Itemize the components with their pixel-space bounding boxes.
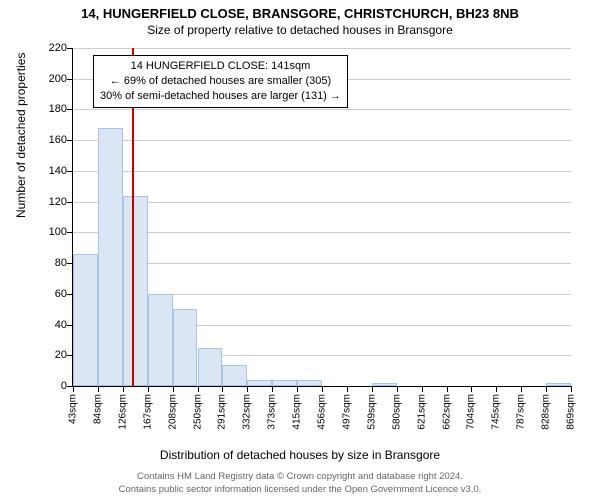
x-tick-label: 373sqm (267, 394, 278, 430)
x-tick (347, 386, 348, 392)
x-tick (272, 386, 273, 392)
x-tick-label: 787sqm (516, 394, 527, 430)
x-tick-label: 332sqm (242, 394, 253, 430)
x-tick-label: 539sqm (366, 394, 377, 430)
histogram-bar (297, 380, 322, 386)
x-axis-title: Distribution of detached houses by size … (0, 448, 600, 462)
y-axis-title: Number of detached properties (14, 53, 28, 218)
x-tick (521, 386, 522, 392)
infobox-line: 14 HUNGERFIELD CLOSE: 141sqm (100, 59, 341, 74)
y-tick-label: 160 (39, 134, 67, 146)
gridline (73, 232, 571, 233)
chart-subtitle: Size of property relative to detached ho… (0, 21, 600, 37)
histogram-bar (222, 365, 247, 387)
x-tick-label: 167sqm (142, 394, 153, 430)
x-tick-label: 84sqm (92, 394, 103, 424)
gridline (73, 263, 571, 264)
histogram-bar (73, 254, 98, 386)
y-tick-label: 180 (39, 103, 67, 115)
y-tick-label: 20 (39, 349, 67, 361)
x-tick (546, 386, 547, 392)
x-tick (148, 386, 149, 392)
x-tick (571, 386, 572, 392)
x-tick (496, 386, 497, 392)
x-tick-label: 250sqm (192, 394, 203, 430)
y-tick-label: 200 (39, 73, 67, 85)
y-tick-label: 100 (39, 226, 67, 238)
y-tick (67, 79, 73, 80)
histogram-bar (546, 383, 571, 386)
footer-line: Contains HM Land Registry data © Crown c… (0, 471, 600, 483)
x-tick (372, 386, 373, 392)
histogram-bar (123, 196, 148, 387)
x-tick (173, 386, 174, 392)
y-tick (67, 48, 73, 49)
y-tick (67, 171, 73, 172)
histogram-bar (272, 380, 297, 386)
gridline (73, 202, 571, 203)
x-tick-label: 43sqm (68, 394, 79, 424)
y-tick-label: 0 (39, 380, 67, 392)
x-tick (198, 386, 199, 392)
x-tick-label: 208sqm (167, 394, 178, 430)
infobox-line: ← 69% of detached houses are smaller (30… (100, 74, 341, 89)
histogram-bar (148, 294, 173, 386)
x-tick (322, 386, 323, 392)
x-tick (422, 386, 423, 392)
y-tick-label: 140 (39, 165, 67, 177)
histogram-bar (98, 128, 123, 386)
x-tick-label: 456sqm (317, 394, 328, 430)
y-tick-label: 60 (39, 288, 67, 300)
x-tick (247, 386, 248, 392)
histogram-bar (247, 380, 272, 386)
x-tick (297, 386, 298, 392)
x-tick-label: 662sqm (441, 394, 452, 430)
x-tick-label: 745sqm (491, 394, 502, 430)
x-tick-label: 126sqm (117, 394, 128, 430)
info-annotation-box: 14 HUNGERFIELD CLOSE: 141sqm ← 69% of de… (93, 55, 348, 108)
y-tick (67, 202, 73, 203)
gridline (73, 140, 571, 141)
x-tick (222, 386, 223, 392)
x-tick-label: 828sqm (541, 394, 552, 430)
x-tick-label: 704sqm (466, 394, 477, 430)
x-tick-label: 580sqm (391, 394, 402, 430)
gridline (73, 109, 571, 110)
x-tick-label: 621sqm (416, 394, 427, 430)
page-title: 14, HUNGERFIELD CLOSE, BRANSGORE, CHRIST… (0, 0, 600, 21)
gridline (73, 171, 571, 172)
x-tick (73, 386, 74, 392)
x-tick-label: 291sqm (217, 394, 228, 430)
y-tick (67, 232, 73, 233)
x-tick (471, 386, 472, 392)
x-tick (447, 386, 448, 392)
x-tick (123, 386, 124, 392)
gridline (73, 48, 571, 49)
x-tick-label: 415sqm (292, 394, 303, 430)
y-tick-label: 220 (39, 42, 67, 54)
x-tick (397, 386, 398, 392)
y-tick-label: 120 (39, 196, 67, 208)
y-tick-label: 80 (39, 257, 67, 269)
y-tick (67, 109, 73, 110)
x-tick-label: 869sqm (566, 394, 577, 430)
infobox-line: 30% of semi-detached houses are larger (… (100, 89, 341, 104)
histogram-bar (372, 383, 397, 386)
histogram-bar (198, 348, 223, 386)
x-tick-label: 497sqm (341, 394, 352, 430)
chart-container: 14, HUNGERFIELD CLOSE, BRANSGORE, CHRIST… (0, 0, 600, 500)
footer-attribution: Contains HM Land Registry data © Crown c… (0, 471, 600, 496)
x-tick (98, 386, 99, 392)
footer-line: Contains public sector information licen… (0, 484, 600, 496)
y-tick (67, 140, 73, 141)
histogram-bar (173, 309, 198, 386)
y-tick-label: 40 (39, 319, 67, 331)
